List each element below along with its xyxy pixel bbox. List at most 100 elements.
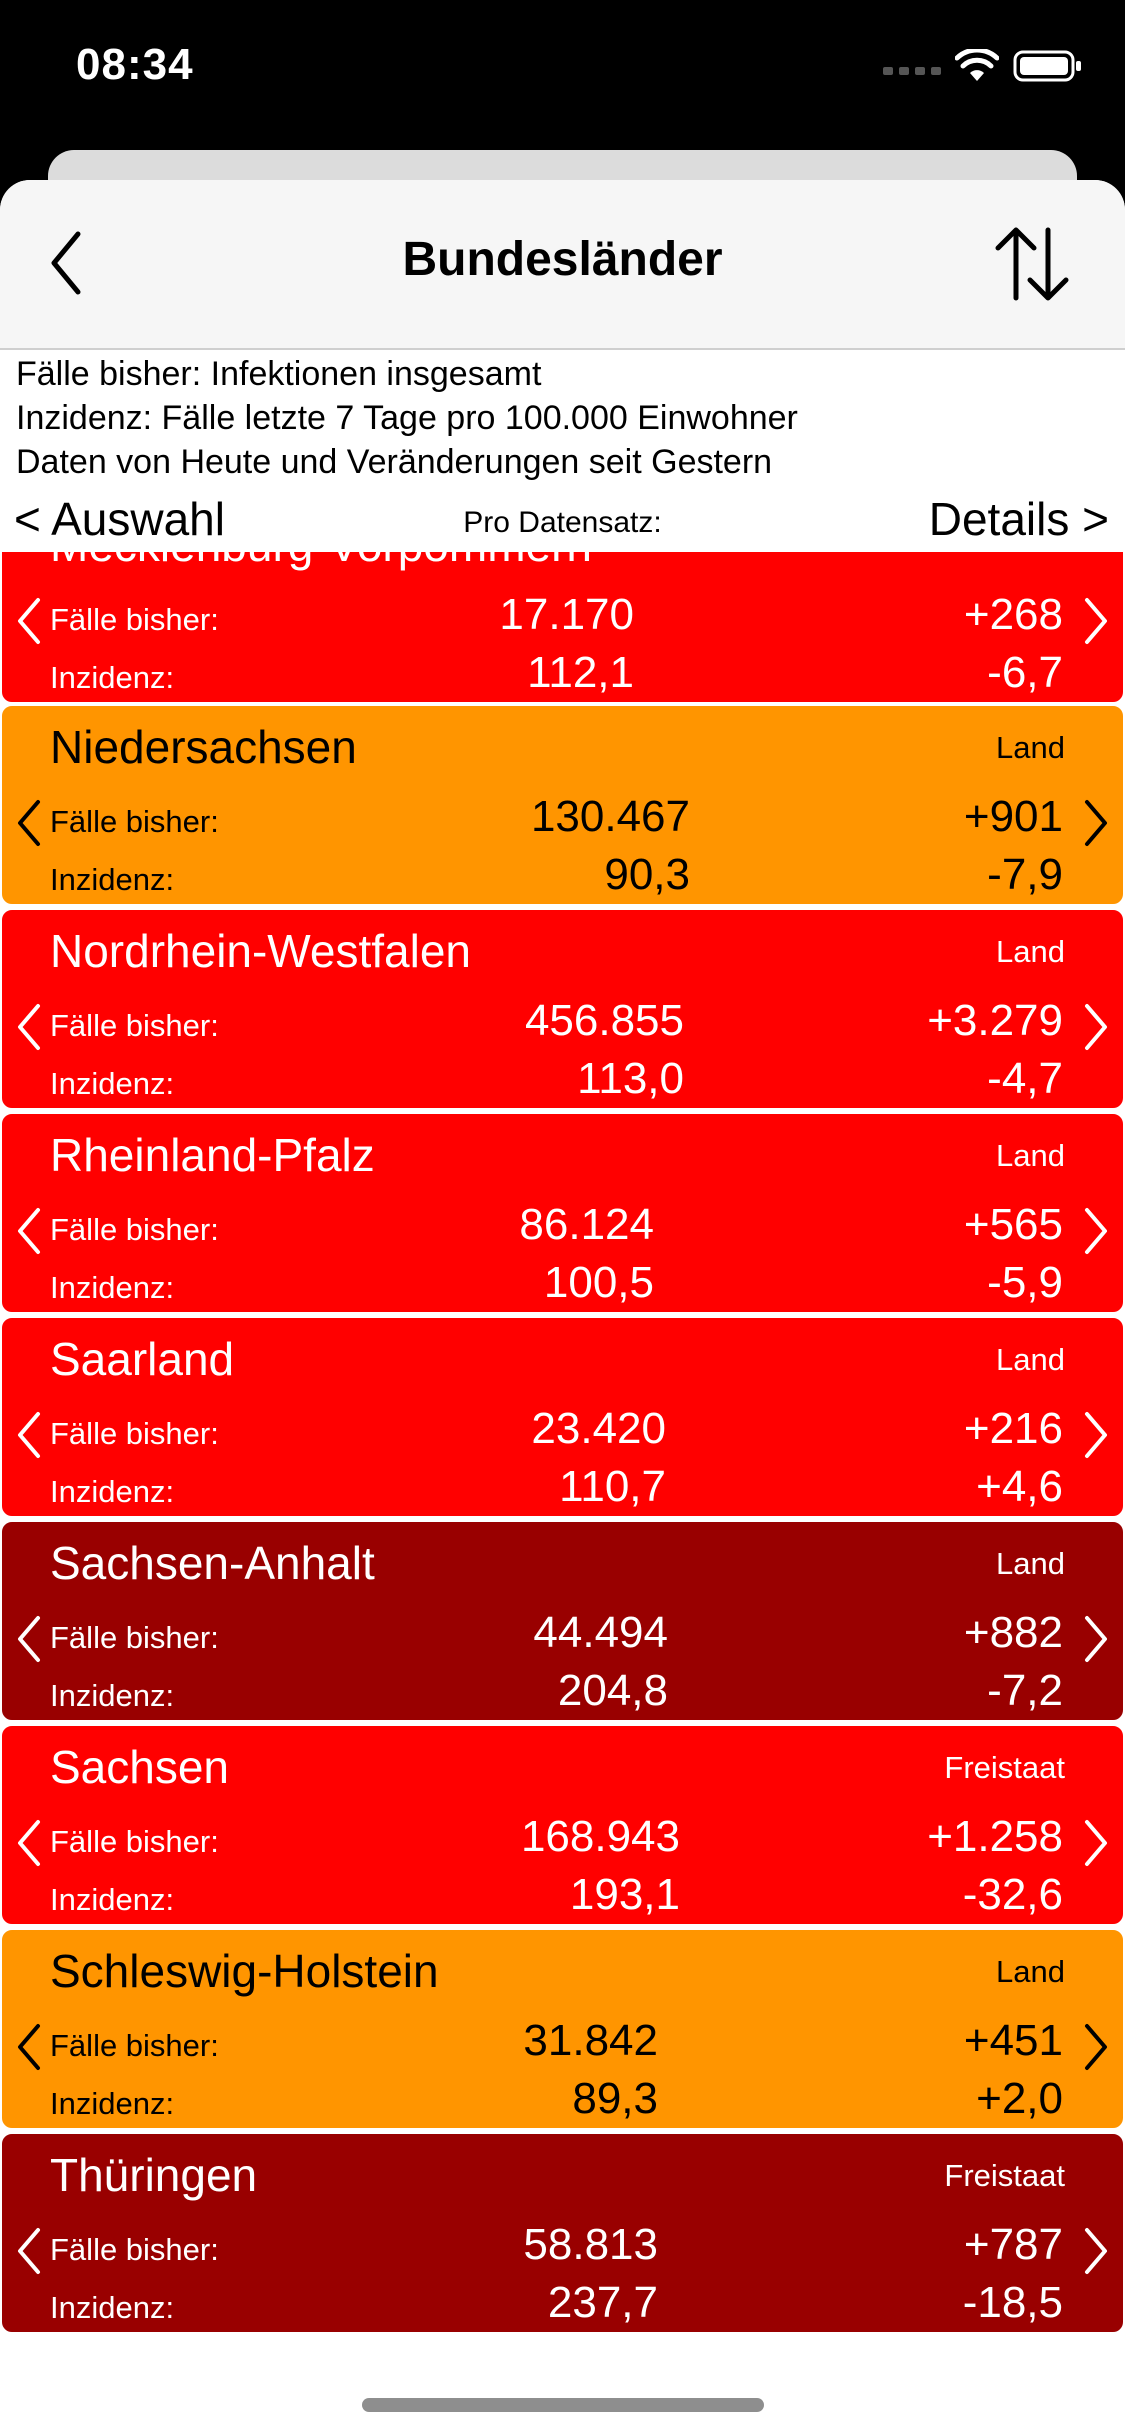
list-item[interactable]: Saarland Land Fälle bisher: Inzidenz: 23… <box>0 1316 1125 1518</box>
incidence-delta: +2,0 <box>976 2074 1063 2123</box>
incidence-value: 204,8 <box>557 1666 668 1715</box>
chevron-right-icon[interactable] <box>1081 798 1111 848</box>
incidence-label: Inzidenz: <box>50 862 175 897</box>
state-name: Saarland <box>50 1333 235 1385</box>
list-item[interactable]: Sachsen-Anhalt Land Fälle bisher: Inzide… <box>0 1520 1125 1722</box>
cases-delta: +787 <box>963 2220 1063 2269</box>
status-time: 08:34 <box>76 40 194 89</box>
cases-delta: +1.258 <box>927 1812 1063 1861</box>
incidence-delta: -18,5 <box>962 2278 1063 2327</box>
cases-delta: +216 <box>963 1404 1063 1453</box>
incidence-delta: -6,7 <box>987 648 1063 697</box>
chevron-right-icon[interactable] <box>1081 1614 1111 1664</box>
incidence-label: Inzidenz: <box>50 2290 175 2325</box>
sort-arrows-icon[interactable] <box>990 222 1074 306</box>
page-title: Bundesländer <box>402 233 723 286</box>
state-type: Freistaat <box>944 1750 1065 1785</box>
state-type: Freistaat <box>944 2158 1065 2193</box>
info-line-data: Daten von Heute und Veränderungen seit G… <box>16 443 773 481</box>
state-name: Sachsen <box>50 1741 230 1793</box>
chevron-right-icon[interactable] <box>1081 2022 1111 2072</box>
status-bar: 08:34 <box>0 0 1125 150</box>
state-list: Mecklenburg-Vorpommern Fälle bisher: Inz… <box>0 552 1125 2336</box>
incidence-delta: -4,7 <box>987 1054 1063 1103</box>
cases-value: 44.494 <box>533 1608 668 1657</box>
chevron-right-icon[interactable] <box>1081 1818 1111 1868</box>
list-item[interactable]: Schleswig-Holstein Land Fälle bisher: In… <box>0 1928 1125 2130</box>
state-name: Niedersachsen <box>50 721 357 773</box>
incidence-value: 90,3 <box>604 850 690 899</box>
cases-value: 130.467 <box>530 792 690 841</box>
incidence-delta: -32,6 <box>962 1870 1063 1919</box>
cases-delta: +3.279 <box>927 996 1063 1045</box>
list-item[interactable]: Mecklenburg-Vorpommern Fälle bisher: Inz… <box>0 552 1125 704</box>
cases-label: Fälle bisher: <box>50 602 219 637</box>
info-line-incidence: Inzidenz: Fälle letzte 7 Tage pro 100.00… <box>16 399 798 437</box>
list-item[interactable]: Nordrhein-Westfalen Land Fälle bisher: I… <box>0 908 1125 1110</box>
chevron-left-icon[interactable] <box>14 1818 44 1868</box>
state-name: Mecklenburg-Vorpommern <box>50 552 592 572</box>
chevron-left-icon[interactable] <box>14 1614 44 1664</box>
selector-bar: < Auswahl Pro Datensatz: Details > <box>0 490 1125 550</box>
incidence-value: 193,1 <box>569 1870 680 1919</box>
list-item[interactable]: Niedersachsen Land Fälle bisher: Inziden… <box>0 704 1125 906</box>
incidence-delta: +4,6 <box>976 1462 1063 1511</box>
state-name: Thüringen <box>50 2149 258 2201</box>
chevron-right-icon[interactable] <box>1081 1410 1111 1460</box>
state-type: Land <box>996 934 1065 969</box>
chevron-left-icon[interactable] <box>14 1206 44 1256</box>
state-type: Land <box>996 1138 1065 1173</box>
state-name: Sachsen-Anhalt <box>50 1537 375 1589</box>
chevron-right-icon[interactable] <box>1081 2226 1111 2276</box>
list-item[interactable]: Sachsen Freistaat Fälle bisher: Inzidenz… <box>0 1724 1125 1926</box>
incidence-delta: -7,2 <box>987 1666 1063 1715</box>
battery-icon <box>1013 50 1081 82</box>
back-chevron-icon[interactable] <box>44 228 88 298</box>
chevron-left-icon[interactable] <box>14 798 44 848</box>
modal-sheet: Bundesländer Fälle bisher: Infektionen i… <box>0 180 1125 2436</box>
home-indicator[interactable] <box>362 2398 764 2412</box>
state-type: Land <box>996 730 1065 765</box>
cases-delta: +901 <box>963 792 1063 841</box>
cases-value: 456.855 <box>524 996 684 1045</box>
per-dataset-label: Pro Datensatz: <box>463 506 662 539</box>
chevron-right-icon[interactable] <box>1081 1002 1111 1052</box>
list-item[interactable]: Thüringen Freistaat Fälle bisher: Inzide… <box>0 2132 1125 2334</box>
details-button[interactable]: Details > <box>928 493 1109 545</box>
incidence-value: 110,7 <box>559 1462 666 1511</box>
state-type: Land <box>996 1342 1065 1377</box>
cases-delta: +451 <box>963 2016 1063 2065</box>
navigation-bar: Bundesländer <box>0 180 1125 350</box>
cases-value: 86.124 <box>519 1200 654 1249</box>
cases-label: Fälle bisher: <box>50 1008 219 1043</box>
status-icons <box>883 46 1083 86</box>
chevron-left-icon[interactable] <box>14 1410 44 1460</box>
incidence-value: 113,0 <box>577 1054 684 1103</box>
chevron-right-icon[interactable] <box>1081 1206 1111 1256</box>
info-text: Fälle bisher: Infektionen insgesamt Inzi… <box>16 352 798 484</box>
cases-value: 23.420 <box>531 1404 666 1453</box>
list-item[interactable]: Rheinland-Pfalz Land Fälle bisher: Inzid… <box>0 1112 1125 1314</box>
incidence-value: 89,3 <box>572 2074 658 2123</box>
chevron-left-icon[interactable] <box>14 2226 44 2276</box>
state-name: Schleswig-Holstein <box>50 1945 439 1997</box>
auswahl-button[interactable]: < Auswahl <box>14 493 225 545</box>
cases-label: Fälle bisher: <box>50 2232 219 2267</box>
chevron-left-icon[interactable] <box>14 2022 44 2072</box>
incidence-label: Inzidenz: <box>50 1270 175 1305</box>
cases-label: Fälle bisher: <box>50 804 219 839</box>
state-name: Rheinland-Pfalz <box>50 1129 375 1181</box>
chevron-right-icon[interactable] <box>1081 596 1111 646</box>
cases-delta: +882 <box>963 1608 1063 1657</box>
state-type: Land <box>996 1546 1065 1581</box>
incidence-label: Inzidenz: <box>50 1678 175 1713</box>
bottom-safe-area <box>0 2336 1125 2436</box>
state-type: Land <box>996 1954 1065 1989</box>
incidence-label: Inzidenz: <box>50 660 175 695</box>
cases-value: 17.170 <box>499 590 634 639</box>
cases-value: 31.842 <box>523 2016 658 2065</box>
chevron-left-icon[interactable] <box>14 596 44 646</box>
cellular-signal-icon <box>883 67 941 75</box>
chevron-left-icon[interactable] <box>14 1002 44 1052</box>
cases-label: Fälle bisher: <box>50 1620 219 1655</box>
